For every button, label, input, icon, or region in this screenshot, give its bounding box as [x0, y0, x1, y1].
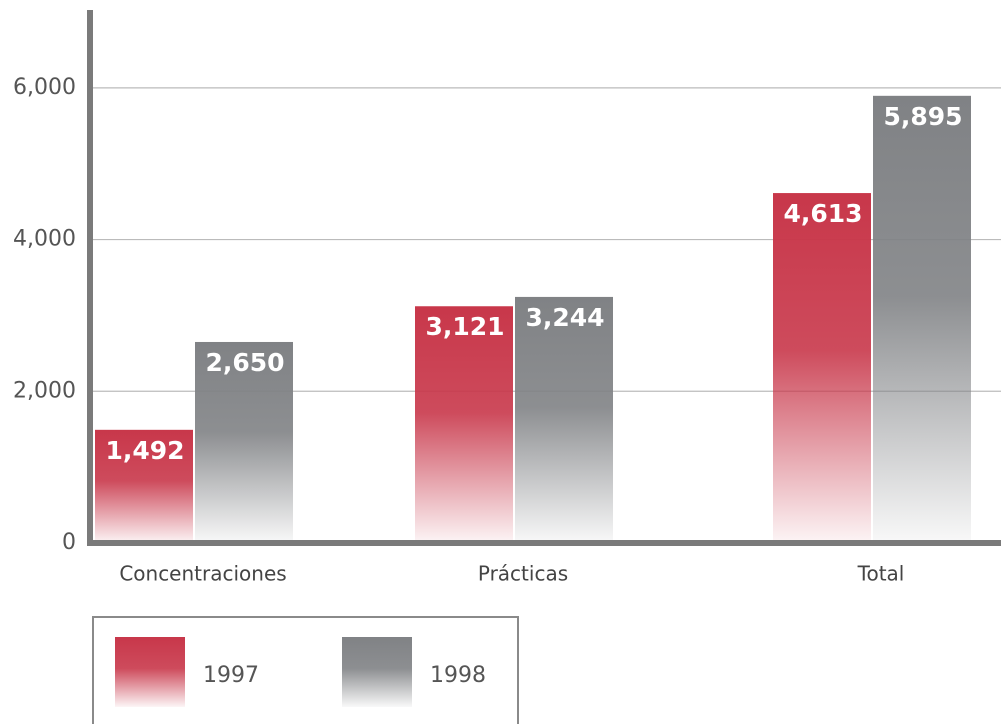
y-tick-label: 4,000	[13, 227, 76, 252]
legend-box	[92, 616, 519, 724]
value-label: 3,244	[525, 303, 604, 332]
bar	[415, 306, 513, 543]
value-label: 1,492	[105, 436, 184, 465]
value-label: 5,895	[883, 102, 962, 131]
y-tick-label: 0	[62, 530, 76, 555]
y-tick-label: 2,000	[13, 378, 76, 403]
legend-label: 1998	[430, 663, 486, 688]
bar	[873, 95, 971, 543]
x-tick-label: Prácticas	[478, 562, 568, 586]
legend-label: 1997	[203, 663, 259, 688]
value-label: 3,121	[425, 312, 504, 341]
bar	[515, 296, 613, 543]
y-tick-label: 6,000	[13, 75, 76, 100]
x-tick-label: Concentraciones	[119, 562, 286, 586]
legend-swatch	[342, 637, 412, 707]
value-label: 4,613	[783, 199, 862, 228]
value-label: 2,650	[205, 348, 284, 377]
x-tick-label: Total	[857, 562, 905, 586]
bar	[95, 429, 193, 543]
bar	[773, 193, 871, 544]
bar	[195, 341, 293, 543]
legend-swatch	[115, 637, 185, 707]
